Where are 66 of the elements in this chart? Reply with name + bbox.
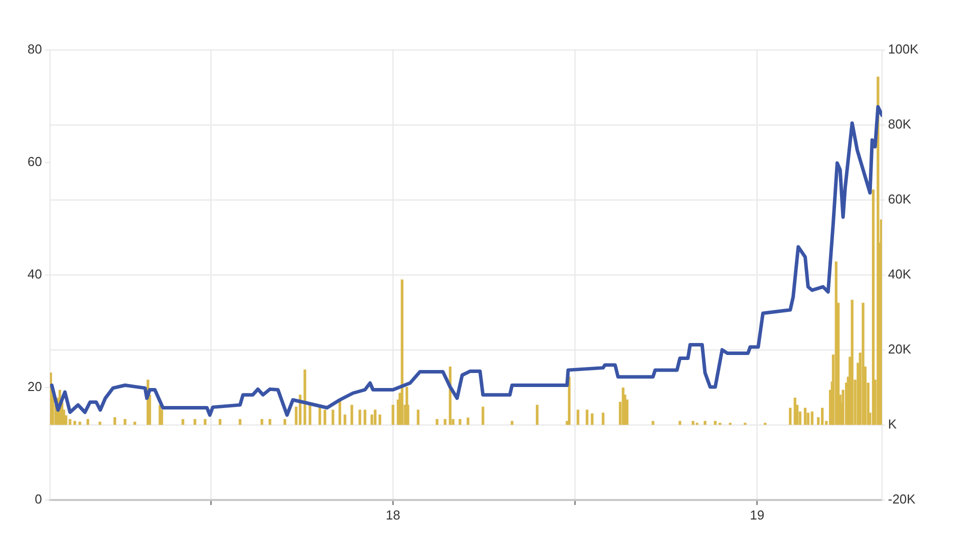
- bar: [692, 420, 694, 425]
- bar: [850, 300, 854, 425]
- bar: [378, 414, 382, 425]
- bar: [73, 420, 76, 425]
- bar: [458, 419, 462, 425]
- bar: [400, 280, 404, 425]
- y-tick-label: 80: [28, 42, 42, 57]
- bar: [78, 422, 82, 425]
- bar: [704, 420, 706, 425]
- bar: [652, 420, 654, 425]
- bar: [590, 413, 594, 425]
- bar: [810, 412, 814, 425]
- bar: [374, 410, 376, 425]
- y2-tick-label: 100K: [888, 42, 919, 57]
- bar: [436, 419, 438, 425]
- bar: [134, 422, 136, 425]
- bar: [536, 404, 539, 425]
- y-tick-label: 0: [34, 492, 42, 507]
- bar: [872, 190, 875, 425]
- bar: [804, 408, 806, 425]
- bar: [68, 419, 72, 425]
- bar: [350, 404, 354, 425]
- bar: [218, 419, 222, 425]
- bar: [444, 419, 446, 425]
- bar: [678, 420, 682, 425]
- bar: [416, 410, 420, 425]
- bar: [268, 419, 272, 425]
- bar: [113, 417, 116, 425]
- bar: [98, 422, 102, 425]
- y-tick-label: 60: [28, 154, 42, 170]
- bar: [358, 410, 362, 425]
- bar: [344, 414, 346, 425]
- bar: [862, 302, 864, 425]
- bar: [308, 404, 312, 425]
- y-tick-label: 20: [28, 379, 42, 394]
- bar: [820, 408, 824, 425]
- bar: [482, 406, 484, 425]
- y2-tick-label: 20K: [888, 342, 912, 357]
- bar: [794, 398, 796, 425]
- bar: [788, 408, 792, 425]
- bar: [586, 410, 588, 425]
- bar: [466, 418, 470, 425]
- bar: [194, 419, 196, 425]
- bar: [284, 419, 286, 425]
- bar: [364, 410, 366, 425]
- bar: [324, 410, 326, 425]
- bar: [332, 410, 334, 425]
- bar: [124, 419, 126, 425]
- y2-tick-label: K: [888, 416, 897, 432]
- bar: [576, 410, 580, 425]
- y2-tick-label: -20K: [888, 492, 916, 507]
- bar: [238, 419, 242, 425]
- x-tick-label: 18: [386, 507, 400, 522]
- bar: [260, 419, 264, 425]
- y-tick-label: 40: [28, 266, 42, 282]
- bar: [602, 412, 604, 425]
- x-tick-label: 19: [750, 507, 764, 522]
- bar: [392, 404, 394, 425]
- bar: [204, 419, 206, 425]
- y2-tick-label: 60K: [888, 192, 912, 207]
- y2-tick-label: 80K: [888, 116, 912, 132]
- bar: [714, 420, 717, 425]
- bar: [182, 419, 184, 425]
- y2-tick-label: 40K: [888, 266, 912, 282]
- bar: [86, 419, 90, 425]
- bar: [510, 420, 514, 425]
